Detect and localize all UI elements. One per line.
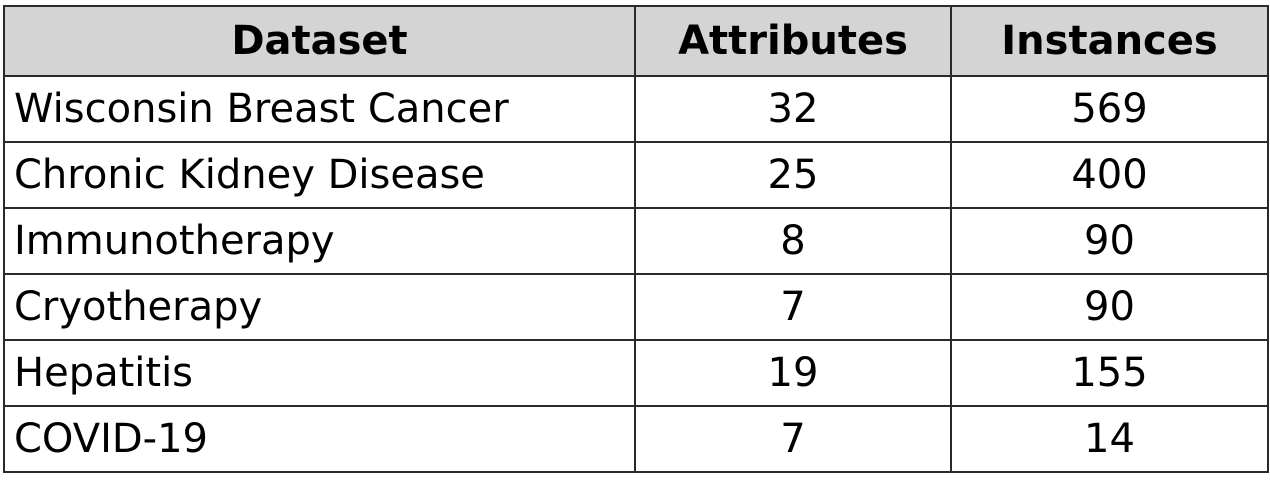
table-row: Hepatitis 19 155	[3, 339, 1269, 407]
instances-count: 90	[950, 207, 1269, 275]
dataset-name: Chronic Kidney Disease	[3, 141, 636, 209]
attributes-count: 32	[634, 75, 952, 143]
instances-count: 155	[950, 339, 1269, 407]
dataset-name: COVID-19	[3, 405, 636, 473]
instances-count: 14	[950, 405, 1269, 473]
attributes-count: 8	[634, 207, 952, 275]
attributes-count: 7	[634, 273, 952, 341]
attributes-count: 25	[634, 141, 952, 209]
dataset-name: Hepatitis	[3, 339, 636, 407]
header-attributes: Attributes	[634, 5, 952, 77]
attributes-count: 7	[634, 405, 952, 473]
attributes-count: 19	[634, 339, 952, 407]
dataset-name: Wisconsin Breast Cancer	[3, 75, 636, 143]
dataset-name: Cryotherapy	[3, 273, 636, 341]
header-row: Dataset Attributes Instances	[3, 5, 1269, 77]
table-row: Cryotherapy 7 90	[3, 273, 1269, 341]
table-row: Wisconsin Breast Cancer 32 569	[3, 75, 1269, 143]
datasets-table: Dataset Attributes Instances Wisconsin B…	[3, 5, 1269, 473]
table-body: Wisconsin Breast Cancer 32 569 Chronic K…	[3, 75, 1269, 473]
instances-count: 90	[950, 273, 1269, 341]
table-row: Chronic Kidney Disease 25 400	[3, 141, 1269, 209]
instances-count: 569	[950, 75, 1269, 143]
dataset-name: Immunotherapy	[3, 207, 636, 275]
header-dataset: Dataset	[3, 5, 636, 77]
instances-count: 400	[950, 141, 1269, 209]
table-row: Immunotherapy 8 90	[3, 207, 1269, 275]
table-header: Dataset Attributes Instances	[3, 5, 1269, 77]
table-row: COVID-19 7 14	[3, 405, 1269, 473]
header-instances: Instances	[950, 5, 1269, 77]
